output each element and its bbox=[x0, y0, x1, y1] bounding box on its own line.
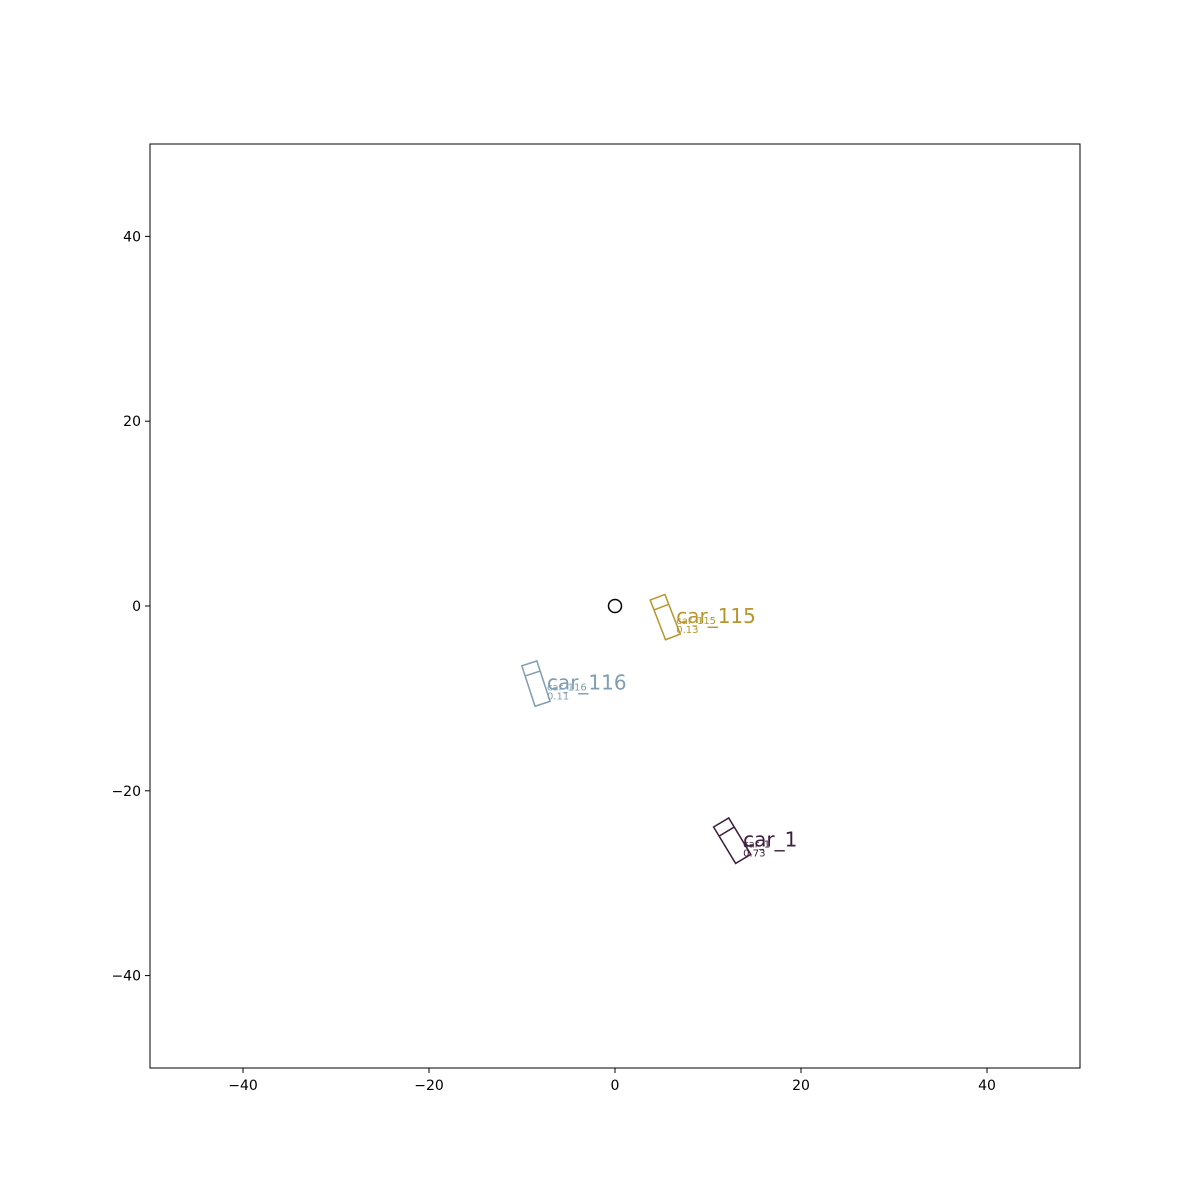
object-score: 0.11 bbox=[547, 692, 569, 703]
object-score: 0.73 bbox=[743, 849, 765, 860]
x-tick-label: −20 bbox=[414, 1078, 444, 1094]
object-label: car_115 bbox=[676, 604, 756, 628]
heading-line bbox=[653, 603, 670, 611]
bounding-box bbox=[712, 816, 752, 865]
y-tick-label: 20 bbox=[123, 414, 141, 430]
object-label: car_116 bbox=[547, 671, 627, 695]
bounding-box bbox=[520, 660, 552, 708]
y-tick-label: 40 bbox=[123, 229, 141, 245]
x-tick-label: 20 bbox=[792, 1078, 810, 1094]
heading-line bbox=[524, 670, 541, 677]
object-sub-label: car_116 bbox=[547, 683, 587, 694]
y-tick-label: −40 bbox=[111, 969, 141, 985]
y-tick-label: −20 bbox=[111, 784, 141, 800]
plot-area bbox=[149, 143, 1081, 1069]
object-sub-label: car_1 bbox=[743, 840, 770, 851]
y-tick-label: 0 bbox=[132, 599, 141, 615]
x-tick-label: 40 bbox=[978, 1078, 996, 1094]
object-sub-label: car_115 bbox=[676, 616, 716, 627]
heading-line bbox=[718, 826, 735, 837]
x-tick-label: 0 bbox=[611, 1078, 620, 1094]
object-score: 0.13 bbox=[676, 625, 698, 636]
axis-ticks: −40 −20 0 20 40 −40 −20 0 20 40 bbox=[111, 229, 995, 1094]
bounding-box bbox=[649, 593, 682, 641]
chart-marks: car_115car_1150.13car_116car_1160.11car_… bbox=[520, 593, 797, 865]
ego-marker bbox=[607, 598, 623, 614]
x-tick-label: −40 bbox=[228, 1078, 258, 1094]
object-label: car_1 bbox=[743, 828, 797, 852]
